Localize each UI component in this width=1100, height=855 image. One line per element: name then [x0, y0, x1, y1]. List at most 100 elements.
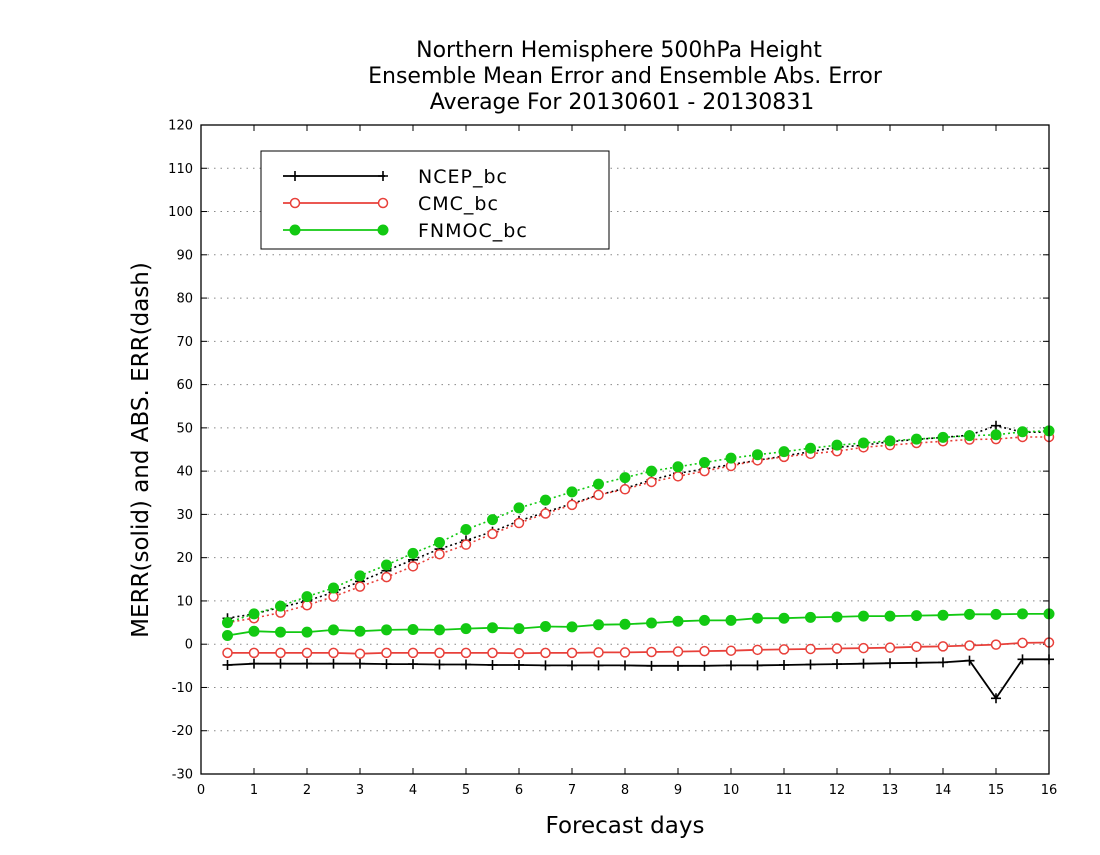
x-tick-label: 12 [829, 783, 846, 798]
point-merr-cmc-bc [460, 647, 472, 659]
legend-label-ncep-bc: NCEP_bc [418, 166, 508, 188]
point-merr-cmc-bc [831, 643, 843, 654]
point-merr-cmc-bc [1017, 637, 1028, 649]
point-merr-ncep-bc [991, 693, 1001, 704]
x-tick-label: 7 [568, 783, 576, 798]
point-abs-err-cmc-bc [619, 484, 631, 495]
point-merr-ncep-bc [620, 660, 630, 671]
x-tick-label: 0 [197, 783, 205, 798]
y-tick-label: 20 [176, 551, 193, 566]
y-tick-label: 80 [176, 292, 193, 307]
point-abs-err-cmc-bc [646, 476, 657, 488]
legend-marker-ncep-bc [378, 171, 388, 181]
point-merr-fnmoc-bc [487, 622, 498, 634]
point-merr-cmc-bc [487, 647, 498, 659]
point-abs-err-cmc-bc [381, 571, 392, 583]
point-abs-err-fnmoc-bc [566, 486, 578, 498]
point-merr-ncep-bc [275, 658, 286, 669]
point-merr-ncep-bc [1017, 654, 1028, 665]
x-tick-label: 2 [303, 783, 311, 798]
point-merr-fnmoc-bc [540, 620, 551, 632]
point-merr-ncep-bc [514, 659, 524, 670]
point-merr-cmc-bc [725, 645, 737, 656]
point-merr-fnmoc-bc [513, 623, 525, 635]
legend-items: NCEP_bc CMC_bc FNMOC_bc [283, 166, 528, 242]
point-merr-cmc-bc [619, 647, 631, 658]
legend-marker-fnmoc-bc [377, 224, 389, 236]
point-abs-err-fnmoc-bc [672, 461, 684, 473]
x-tick-label: 16 [1041, 783, 1058, 798]
point-merr-ncep-bc [567, 660, 577, 671]
point-abs-err-cmc-bc [513, 517, 525, 529]
y-tick-label: 70 [176, 335, 193, 350]
point-merr-cmc-bc [540, 647, 551, 659]
x-tick-label: 10 [723, 783, 740, 798]
point-merr-fnmoc-bc [990, 608, 1002, 620]
point-abs-err-fnmoc-bc [301, 591, 313, 603]
legend-marker-cmc-bc [377, 197, 389, 209]
point-abs-err-fnmoc-bc [699, 456, 710, 468]
point-merr-ncep-bc [222, 659, 233, 670]
legend-label-fnmoc-bc: FNMOC_bc [418, 220, 528, 242]
point-abs-err-fnmoc-bc [937, 431, 949, 443]
point-merr-ncep-bc [381, 659, 392, 670]
point-abs-err-fnmoc-bc [778, 446, 790, 458]
point-abs-err-fnmoc-bc [619, 472, 631, 484]
point-abs-err-fnmoc-bc [725, 452, 737, 464]
point-merr-cmc-bc [566, 647, 578, 659]
point-abs-err-fnmoc-bc [354, 570, 366, 582]
series-line-abs-err-fnmoc-bc [227, 430, 1050, 624]
point-merr-fnmoc-bc [460, 623, 472, 635]
point-merr-ncep-bc [699, 660, 710, 671]
y-tick-label: -10 [172, 681, 193, 696]
point-merr-ncep-bc [673, 660, 683, 671]
point-merr-fnmoc-bc [222, 630, 233, 642]
point-merr-ncep-bc [408, 659, 418, 670]
point-merr-fnmoc-bc [407, 623, 419, 635]
point-abs-err-fnmoc-bc [407, 547, 419, 559]
y-tick-label: 30 [176, 508, 193, 523]
legend: NCEP_bc CMC_bc FNMOC_bc [260, 150, 610, 250]
point-merr-fnmoc-bc [964, 608, 975, 620]
point-abs-err-cmc-bc [566, 499, 578, 511]
x-tick-label: 11 [776, 783, 793, 798]
point-abs-err-fnmoc-bc [381, 559, 392, 571]
y-tick-label: 50 [176, 421, 193, 436]
point-merr-cmc-bc [805, 643, 816, 655]
point-merr-ncep-bc [885, 658, 895, 669]
y-axis-label: MERR(solid) and ABS. ERR(dash) [128, 262, 154, 638]
point-merr-ncep-bc [249, 658, 259, 669]
x-tick-label: 5 [462, 783, 470, 798]
point-abs-err-cmc-bc [434, 548, 445, 560]
point-merr-cmc-bc [407, 647, 419, 659]
point-merr-cmc-bc [248, 647, 260, 659]
point-merr-fnmoc-bc [301, 626, 313, 638]
point-abs-err-ncep-bc [991, 420, 1001, 431]
point-merr-cmc-bc [964, 640, 975, 651]
chart-title: Northern Hemisphere 500hPa Height [416, 38, 822, 63]
point-abs-err-cmc-bc [460, 539, 472, 550]
y-tick-label: 90 [176, 248, 193, 263]
series-line-abs-err-ncep-bc [227, 424, 1049, 619]
point-merr-ncep-bc [858, 658, 869, 669]
point-merr-cmc-bc [672, 646, 684, 657]
point-merr-ncep-bc [832, 659, 842, 670]
point-merr-fnmoc-bc [328, 624, 339, 636]
point-abs-err-cmc-bc [328, 591, 339, 602]
series-line-merr-ncep-bc [227, 658, 1049, 700]
point-abs-err-cmc-bc [407, 561, 419, 572]
point-merr-fnmoc-bc [831, 611, 843, 623]
point-merr-ncep-bc [328, 658, 339, 669]
point-merr-ncep-bc [646, 660, 657, 671]
point-merr-fnmoc-bc [805, 611, 816, 623]
point-merr-cmc-bc [354, 648, 366, 659]
point-abs-err-fnmoc-bc [513, 502, 525, 514]
x-tick-label: 1 [250, 783, 258, 798]
point-merr-ncep-bc [726, 660, 736, 671]
point-merr-fnmoc-bc [381, 624, 392, 636]
point-abs-err-fnmoc-bc [540, 494, 551, 506]
x-tick-label: 9 [674, 783, 682, 798]
